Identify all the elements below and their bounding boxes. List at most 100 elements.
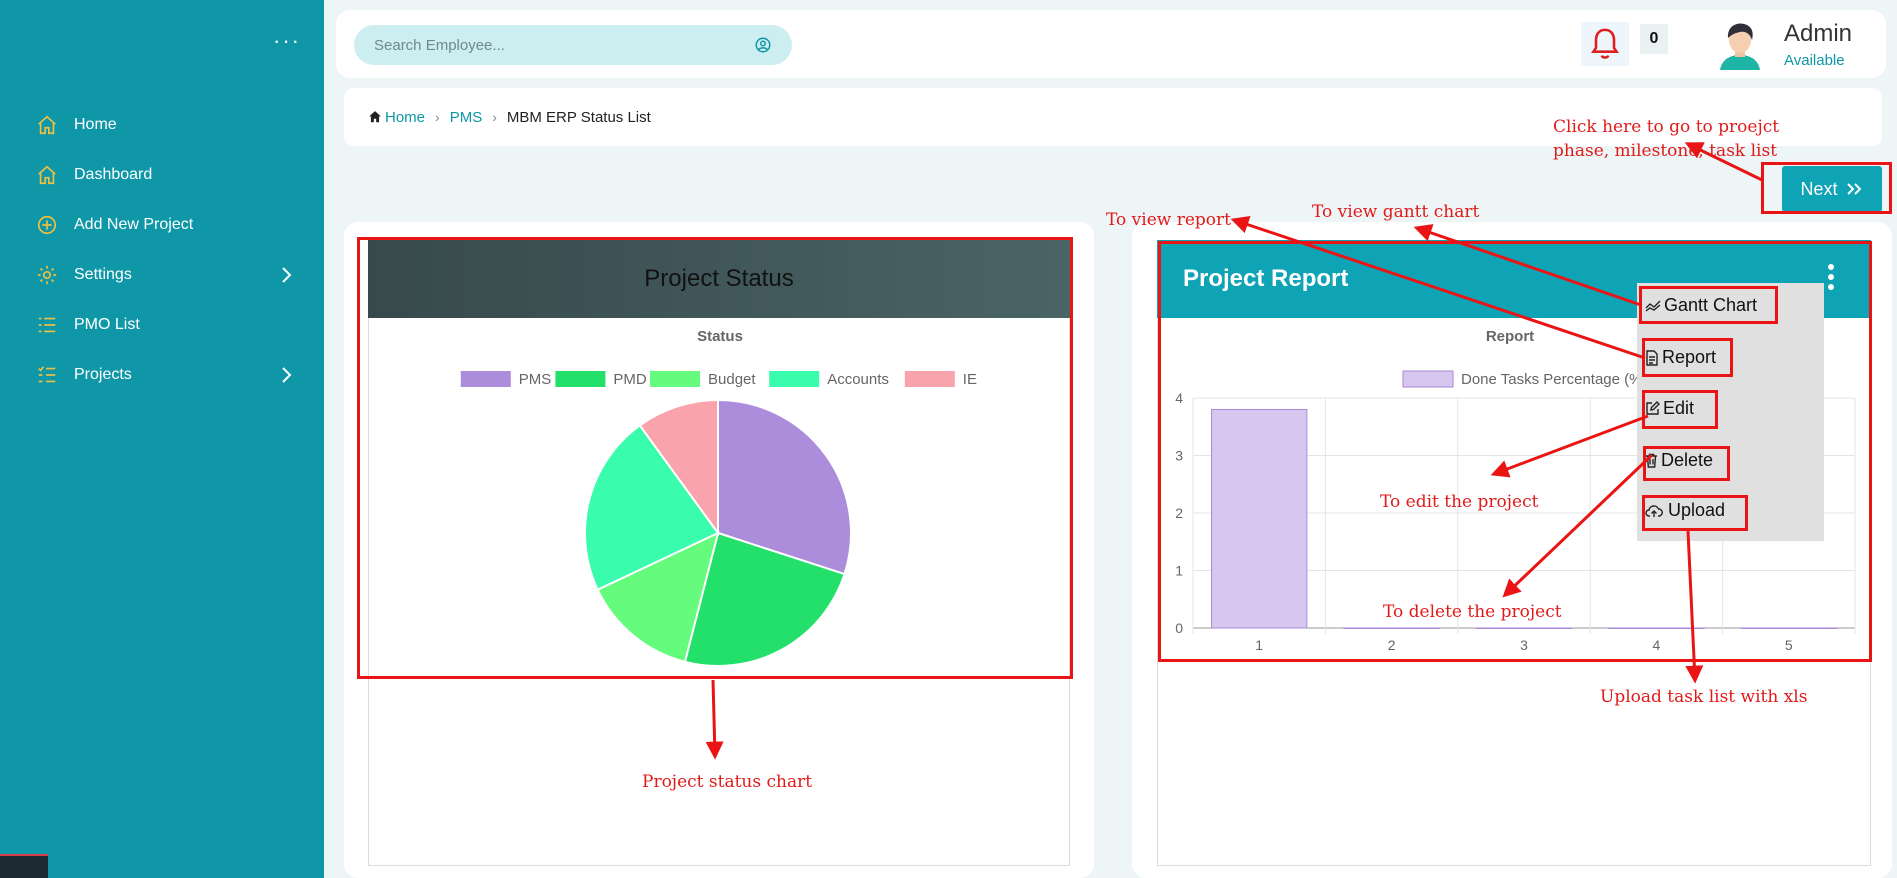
list-icon [36,314,58,336]
sidebar-item-home[interactable]: Home [36,100,296,150]
chevron-right-icon: › [492,109,497,125]
x-tick-label: 5 [1785,637,1793,653]
x-tick-label: 3 [1520,637,1528,653]
bar [1343,627,1440,629]
home-icon [36,114,58,136]
user-status: Available [1784,52,1845,69]
next-button[interactable]: Next [1782,166,1882,212]
chevron-right-icon[interactable] [276,265,296,285]
annotation-next-hint-line-2: phase, milestone, task list [1553,141,1778,161]
legend-label: IE [963,371,977,388]
next-label: Next [1800,178,1838,199]
sidebar-item-label: Settings [74,266,132,283]
legend-label: Accounts [827,371,889,388]
edit-icon [1646,401,1660,415]
x-tick-label: 4 [1653,637,1661,653]
search-input[interactable]: Search Employee... [354,25,792,65]
sidebar-item-label: Add New Project [74,216,194,233]
sidebar-item-add-new-project[interactable]: Add New Project [36,200,296,250]
chevron-right-icon: › [435,109,440,125]
bar-chart: Done Tasks Percentage (%) 0 1 2 3 4 1 2 3 4 5 [1175,370,1856,653]
legend-label: PMD [613,371,647,388]
top-bar: Search Employee... 0 Admin Available [336,10,1886,78]
sidebar-item-label: Dashboard [74,166,153,183]
pie-slice [584,424,720,591]
checklist-icon [36,364,58,386]
legend-label: Budget [708,371,756,388]
sidebar-item-projects[interactable]: Projects [36,350,296,400]
breadcrumb-current: MBM ERP Status List [506,108,651,126]
chart-line-icon [1645,300,1661,312]
pie-slice [717,398,852,576]
menu-item-delete[interactable]: Delete [1645,450,1713,471]
pie-chart: PMS PMD Budget Accounts IE [460,371,977,667]
bell-icon [1591,28,1619,59]
y-tick-label: 2 [1175,505,1183,521]
sidebar: ··· Home Dashboard Add New Project Setti… [0,0,324,878]
project-status-title: Project Status [368,240,1070,318]
trash-icon [1646,453,1657,468]
more-icon[interactable]: ··· [273,28,301,53]
home-icon [369,111,381,123]
annotation-upload: Upload task list with xls [1600,687,1808,707]
breadcrumb-pms[interactable]: PMS [449,108,483,126]
kebab-menu-icon[interactable] [1821,262,1841,294]
home-icon [36,164,58,186]
menu-item-label: Delete [1661,450,1714,470]
menu-item-label: Report [1662,347,1717,367]
search-placeholder: Search Employee... [374,36,505,54]
annotation-status-chart: Project status chart [642,772,813,792]
legend-swatch [650,371,700,387]
notification-button[interactable] [1581,22,1629,66]
double-chevron-right-icon [1846,183,1861,195]
pie-slice [638,398,719,537]
legend-label: PMS [519,371,552,388]
bottom-badge[interactable] [0,854,48,878]
menu-item-upload[interactable]: Upload [1645,500,1725,521]
menu-item-edit[interactable]: Edit [1645,398,1694,419]
document-icon [1646,349,1658,366]
pie-chart-title: Status [697,328,743,345]
menu-item-gantt-chart[interactable]: Gantt Chart [1645,295,1757,316]
bar [1211,409,1308,629]
actions-menu: Gantt Chart Report Edit Delete Upload [1637,283,1824,541]
menu-item-report[interactable]: Report [1645,347,1716,368]
y-tick-label: 3 [1175,448,1183,464]
chevron-right-icon[interactable] [276,365,296,385]
plus-circle-icon [36,214,58,236]
annotation-view-gantt: To view gantt chart [1312,202,1480,222]
sidebar-item-dashboard[interactable]: Dashboard [36,150,296,200]
menu-item-label: Gantt Chart [1664,295,1758,315]
user-name: Admin [1784,20,1853,47]
bar [1740,627,1837,629]
legend-label: Done Tasks Percentage (%) [1461,371,1647,388]
pie-slice [683,531,846,667]
cloud-upload-icon [1645,504,1663,517]
breadcrumb: Home › PMS › MBM ERP Status List [344,88,1882,146]
gear-icon [36,264,58,286]
legend-swatch [1402,370,1454,388]
sidebar-item-label: Home [74,116,117,133]
y-tick-label: 0 [1175,620,1183,636]
annotation-delete-project: To delete the project [1383,602,1562,622]
legend-swatch [555,371,606,387]
legend-swatch [904,371,955,387]
notification-count: 0 [1640,24,1668,54]
bar [1608,627,1705,629]
avatar[interactable] [1714,18,1766,70]
annotation-next-hint: Click here to go to proejct phase, miles… [1553,115,1779,163]
x-tick-label: 2 [1388,637,1396,653]
user-circle-icon [755,37,771,53]
sidebar-item-pmo-list[interactable]: PMO List [36,300,296,350]
sidebar-item-label: PMO List [74,316,140,333]
sidebar-item-label: Projects [74,366,132,383]
sidebar-item-settings[interactable]: Settings [36,250,296,300]
pie-slice [596,531,720,664]
breadcrumb-home[interactable]: Home [385,108,426,126]
menu-item-label: Edit [1663,398,1695,418]
legend-swatch [769,371,820,387]
annotation-edit-project: To edit the project [1380,492,1539,512]
y-tick-label: 1 [1175,563,1183,579]
annotation-next-hint-line-1: Click here to go to proejct [1553,117,1780,137]
bar-chart-title: Report [1485,328,1535,345]
